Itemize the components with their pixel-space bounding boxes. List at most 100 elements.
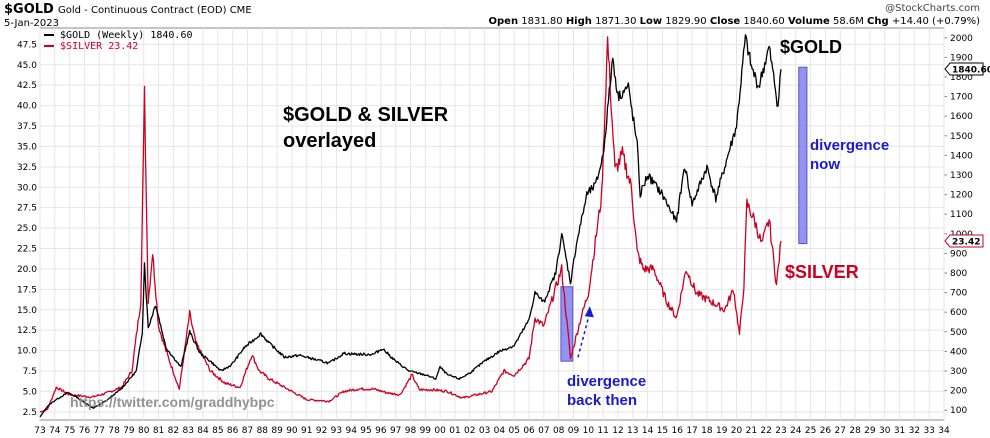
twitter-watermark: https://twitter.com/graddhybpc [70, 394, 275, 410]
right-axis-tick-label: 600 [950, 308, 967, 318]
left-axis-tick-label: 42.5 [17, 81, 37, 91]
right-axis-tick-label: 1400 [950, 151, 973, 161]
x-axis-tick-label: 13 [627, 426, 638, 436]
open-value: 1831.80 [521, 16, 563, 27]
high-value: 1871.30 [595, 16, 637, 27]
divergence-then-line-2: back then [567, 392, 638, 409]
x-axis-tick-label: 05 [509, 426, 520, 436]
x-axis-tick-label: 99 [420, 426, 432, 436]
x-axis-tick-label: 21 [746, 426, 757, 436]
x-axis-tick-label: 96 [375, 426, 387, 436]
x-axis-tick-label: 01 [449, 426, 460, 436]
x-axis-tick-label: 78 [108, 426, 120, 436]
right-axis-tick-label: 200 [950, 387, 967, 397]
x-axis-tick-label: 28 [849, 426, 861, 436]
instrument-name: Gold - Continuous Contract (EOD) [58, 5, 227, 16]
x-axis-tick-label: 97 [390, 426, 401, 436]
legend-gold-swatch [44, 34, 54, 36]
x-axis-tick-label: 31 [894, 426, 905, 436]
right-axis-tick-label: 1800 [950, 73, 973, 83]
x-axis-tick-label: 95 [360, 426, 371, 436]
high-label: High [565, 16, 592, 27]
x-axis-tick-label: 82 [168, 426, 179, 436]
right-axis-tick-label: 700 [950, 289, 967, 299]
low-value: 1829.90 [665, 16, 707, 27]
gold-tag: $GOLD [780, 37, 843, 57]
divergence-now-highlight [798, 66, 808, 245]
x-axis-tick-label: 22 [760, 426, 771, 436]
x-axis-tick-label: 91 [301, 426, 312, 436]
x-axis-tick-label: 85 [212, 426, 223, 436]
gold-last-value-tag-box [944, 62, 984, 76]
legend-gold: $GOLD (Weekly) 1840.60 [44, 30, 192, 41]
x-axis-tick-label: 92 [316, 426, 327, 436]
left-axis-tick-label: 25.0 [17, 224, 37, 234]
right-axis-tick-label: 1700 [950, 93, 973, 103]
x-axis-tick-label: 94 [345, 426, 357, 436]
left-axis-tick-label: 17.5 [17, 285, 37, 295]
left-axis-tick-label: 12.5 [17, 326, 37, 336]
right-axis-tick-label: 1300 [950, 171, 973, 181]
x-axis-tick-label: 93 [331, 426, 342, 436]
right-axis-tick-label: 1500 [950, 132, 973, 142]
chg-value: +14.40 (+0.79%) [891, 16, 980, 27]
silver-tag: $SILVER [785, 262, 859, 282]
x-axis-tick-label: 00 [434, 426, 446, 436]
x-axis-tick-label: 33 [923, 426, 934, 436]
right-axis-tick-label: 800 [950, 269, 967, 279]
chart-date: 5-Jan-2023 [4, 18, 59, 29]
left-axis-tick-label: 2.5 [23, 408, 37, 418]
exchange-label: CME [229, 5, 252, 16]
plot-frame [39, 27, 945, 421]
x-axis-tick-label: 30 [879, 426, 891, 436]
x-axis-tick-label: 29 [864, 426, 876, 436]
gold-last-value-tag-text: 1840.60 [952, 66, 990, 76]
x-axis-tick-label: 77 [94, 426, 105, 436]
x-axis-tick-label: 73 [34, 426, 45, 436]
x-axis-tick-label: 16 [672, 426, 684, 436]
left-axis-tick-label: 45.0 [17, 61, 37, 71]
x-axis-tick-label: 18 [701, 426, 713, 436]
x-axis-tick-label: 32 [909, 426, 920, 436]
low-label: Low [639, 16, 663, 27]
x-axis-tick-label: 25 [805, 426, 816, 436]
x-axis-tick-label: 17 [686, 426, 697, 436]
x-axis-tick-label: 88 [257, 426, 269, 436]
left-axis-tick-label: 40.0 [17, 102, 37, 112]
x-axis-tick-label: 20 [731, 426, 743, 436]
divergence-now-line-1: divergence [810, 137, 890, 154]
volume-value: 58.6M [832, 16, 864, 27]
x-axis-tick-label: 14 [642, 426, 654, 436]
x-axis-tick-label: 98 [405, 426, 417, 436]
right-axis-tick-label: 1100 [950, 210, 973, 220]
left-axis-tick-label: 7.5 [23, 367, 37, 377]
x-axis-tick-label: 06 [523, 426, 535, 436]
legend-silver-swatch [44, 45, 54, 47]
volume-label: Volume [787, 16, 830, 27]
x-axis-tick-label: 76 [79, 426, 91, 436]
x-axis-tick-label: 07 [538, 426, 549, 436]
x-axis-tick-label: 03 [479, 426, 490, 436]
left-axis-tick-label: 32.5 [17, 163, 37, 173]
divergence-arrow-shaft [577, 317, 590, 358]
right-axis-tick-label: 1600 [950, 112, 973, 122]
left-axis-tick-label: 37.5 [17, 122, 37, 132]
x-axis-tick-label: 81 [153, 426, 164, 436]
left-axis-tick-label: 5.0 [23, 387, 38, 397]
chart-symbol: $GOLD [4, 2, 54, 17]
left-axis-tick-label: 47.5 [17, 40, 37, 50]
x-axis-tick-label: 09 [568, 426, 580, 436]
x-axis-tick-label: 80 [138, 426, 150, 436]
legend-silver: $SILVER 23.42 [44, 41, 138, 52]
price-stats: Open 1831.80 High 1871.30 Low 1829.90 Cl… [489, 16, 980, 27]
title-line-2: overlayed [283, 130, 377, 152]
x-axis-tick-label: 19 [716, 426, 728, 436]
chg-label: Chg [867, 16, 889, 27]
right-axis-tick-label: 1200 [950, 191, 973, 201]
gold-series-line [39, 34, 782, 418]
left-axis-tick-label: 15.0 [17, 306, 37, 316]
chart-name: Gold - Continuous Contract (EOD) CME [58, 5, 252, 16]
close-value: 1840.60 [743, 16, 785, 27]
x-axis-tick-label: 11 [597, 426, 608, 436]
divergence-then-line-1: divergence [567, 373, 647, 390]
